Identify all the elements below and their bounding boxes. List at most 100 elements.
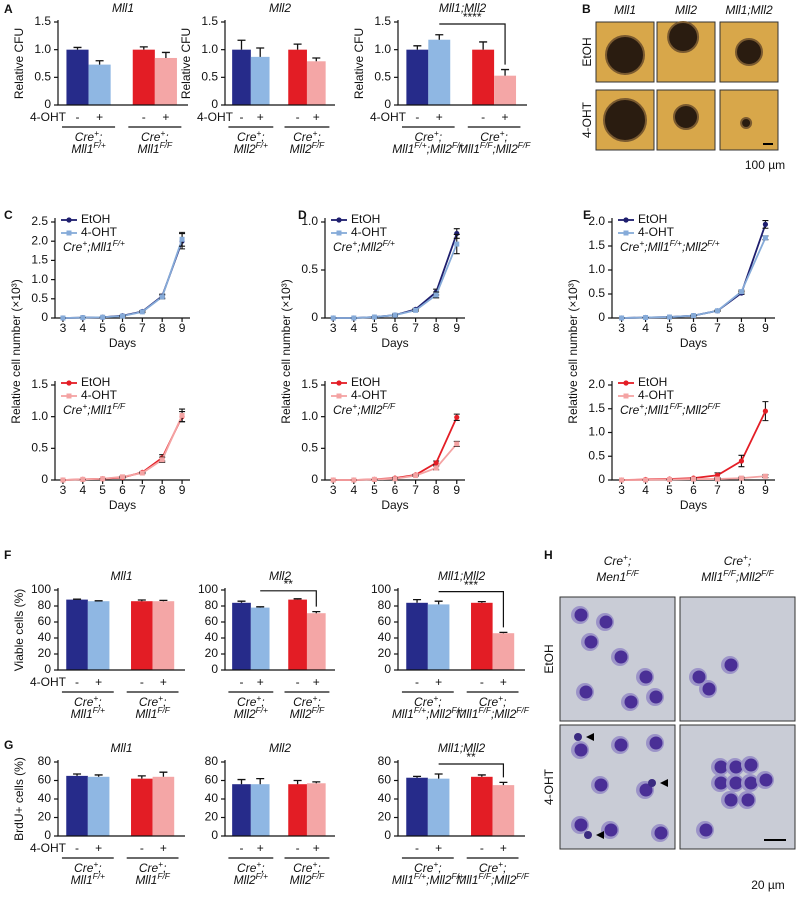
nucleus bbox=[729, 760, 743, 774]
axis bbox=[324, 218, 465, 319]
group-label: Mll2F/+ bbox=[234, 705, 268, 721]
x-tick-label: 8 bbox=[433, 483, 440, 497]
x-tick-label: - bbox=[75, 675, 79, 689]
marker bbox=[667, 314, 673, 320]
error-bar bbox=[73, 773, 82, 776]
y-tick-label: 1.5 bbox=[374, 14, 391, 28]
x-tick-label: - bbox=[142, 110, 146, 124]
error-bar bbox=[237, 39, 246, 50]
y-tick-label: 0 bbox=[384, 828, 391, 842]
error-bar bbox=[434, 773, 443, 779]
error-bar bbox=[95, 60, 104, 65]
annotation: Cre+;Mll2F/F bbox=[333, 401, 396, 417]
marker bbox=[762, 408, 769, 414]
error-bar bbox=[256, 47, 265, 57]
legend-marker bbox=[623, 380, 629, 386]
group-label: Mll1F/F;Mll2F/F bbox=[456, 705, 529, 721]
error-bar bbox=[499, 631, 508, 634]
bar bbox=[232, 784, 251, 836]
nucleus bbox=[614, 650, 628, 664]
bar bbox=[306, 613, 326, 670]
group-label: Cre+; bbox=[293, 693, 321, 709]
y-tick-label: 2.0 bbox=[588, 377, 605, 391]
group-label: Cre+; bbox=[479, 859, 507, 875]
y-tick-label: 0.5 bbox=[31, 291, 48, 305]
chart-title: Mll2 bbox=[269, 569, 291, 583]
y-tick-label: 80 bbox=[38, 754, 52, 768]
x-axis-label: Days bbox=[680, 336, 707, 350]
x-tick-label: 6 bbox=[690, 321, 697, 335]
chart-title: Mll2 bbox=[269, 1, 291, 15]
nucleus bbox=[741, 793, 755, 807]
x-tick-label: + bbox=[162, 110, 169, 124]
nucleus bbox=[584, 635, 598, 649]
marker bbox=[691, 476, 696, 482]
x-tick-label: + bbox=[257, 841, 264, 855]
y-axis-label: BrdU+ cells (%) bbox=[12, 757, 26, 841]
bar bbox=[87, 776, 110, 836]
x-tick-label: - bbox=[140, 841, 144, 855]
marker bbox=[691, 313, 696, 319]
x-tick-label: 8 bbox=[159, 321, 166, 335]
bar bbox=[288, 599, 307, 670]
legend-label: EtOH bbox=[638, 212, 667, 226]
bar bbox=[427, 604, 450, 670]
group-label: Mll1F/+ bbox=[71, 705, 105, 721]
bar bbox=[494, 75, 517, 105]
line bbox=[333, 243, 458, 319]
panel-label: D bbox=[298, 208, 307, 222]
significance-label: ** bbox=[284, 577, 294, 591]
error-bar bbox=[159, 771, 168, 777]
x-axis-label: 4-OHT bbox=[30, 675, 67, 689]
group-label: Mll2F/+ bbox=[234, 140, 268, 156]
apoptotic-body bbox=[584, 831, 592, 839]
marker bbox=[80, 476, 86, 482]
error-bar bbox=[499, 781, 508, 786]
y-tick-label: 1.5 bbox=[588, 238, 605, 252]
nucleus bbox=[729, 776, 743, 790]
error-bar bbox=[293, 779, 302, 785]
y-tick-label: 1.5 bbox=[31, 377, 48, 391]
marker bbox=[738, 458, 745, 464]
error-bar bbox=[137, 599, 146, 602]
marker bbox=[392, 476, 398, 482]
marker bbox=[619, 315, 625, 321]
x-tick-label: 9 bbox=[179, 321, 186, 335]
group-label: Mll1F/F bbox=[135, 705, 170, 721]
x-tick-label: 7 bbox=[412, 483, 419, 497]
y-axis-label: Relative CFU bbox=[352, 28, 366, 99]
x-tick-label: 3 bbox=[330, 321, 337, 335]
bar bbox=[288, 784, 307, 836]
y-tick-label: 1.0 bbox=[31, 272, 48, 286]
y-tick-label: 40 bbox=[38, 791, 52, 805]
y-tick-label: 0 bbox=[311, 472, 318, 486]
x-tick-label: - bbox=[480, 841, 484, 855]
nucleus bbox=[714, 776, 728, 790]
x-axis-label: Days bbox=[680, 498, 707, 512]
y-axis-label: Relative CFU bbox=[12, 28, 26, 99]
x-axis-label: Days bbox=[109, 498, 136, 512]
nucleus bbox=[624, 695, 638, 709]
legend-marker bbox=[336, 230, 342, 236]
x-tick-label: 8 bbox=[738, 483, 745, 497]
x-tick-label: + bbox=[502, 110, 509, 124]
y-tick-label: 0 bbox=[41, 310, 48, 324]
x-tick-label: 6 bbox=[119, 321, 126, 335]
panel-label: G bbox=[4, 738, 13, 752]
bar bbox=[232, 49, 251, 105]
y-tick-label: 80 bbox=[378, 754, 392, 768]
arrowhead bbox=[660, 779, 668, 787]
axis bbox=[611, 218, 775, 319]
group-label: Mll1F/+ bbox=[71, 140, 105, 156]
x-tick-label: 5 bbox=[371, 321, 378, 335]
scale-label: 20 µm bbox=[751, 878, 785, 892]
row-label: 4-OHT bbox=[542, 768, 556, 805]
chart-title: Mll1;Mll2 bbox=[438, 569, 486, 583]
error-bar bbox=[413, 45, 422, 50]
colony bbox=[673, 104, 699, 130]
bar bbox=[250, 56, 270, 105]
x-tick-label: 9 bbox=[453, 321, 460, 335]
error-bar bbox=[159, 599, 168, 602]
marker bbox=[392, 312, 398, 318]
